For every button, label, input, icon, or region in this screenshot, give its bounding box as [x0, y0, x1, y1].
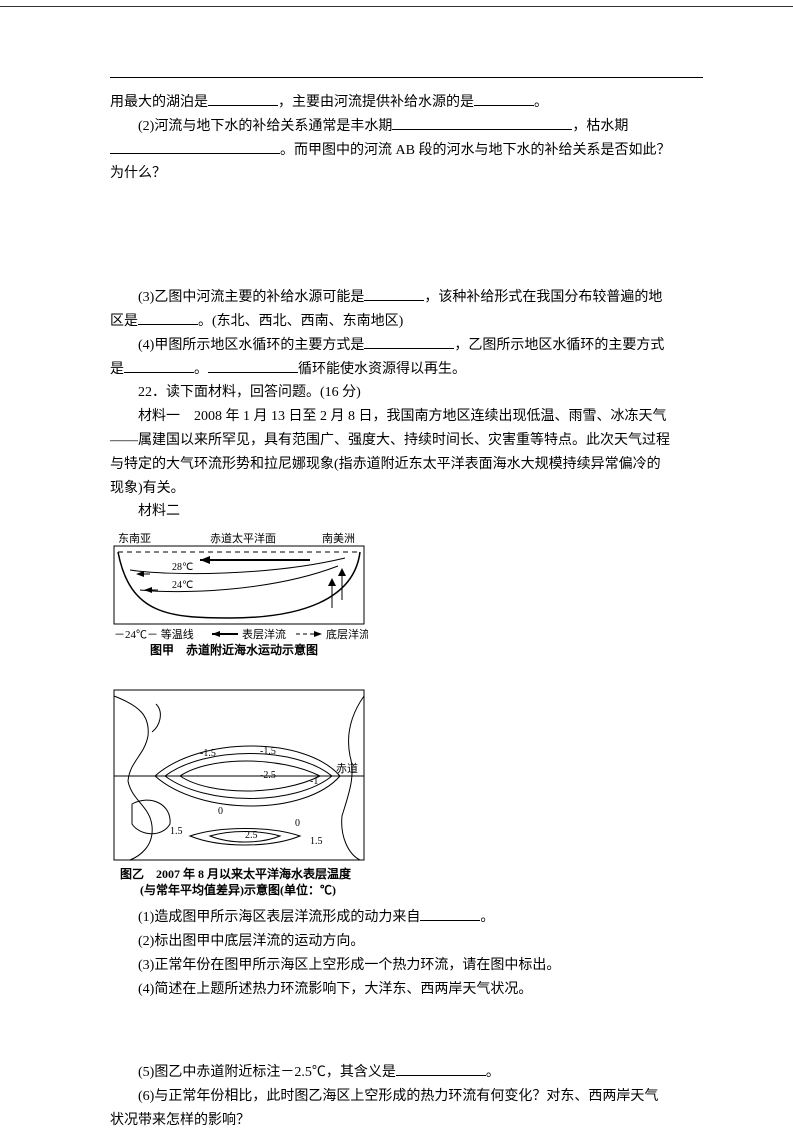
svg-text:(与常年平均值差异)示意图(单位：℃): (与常年平均值差异)示意图(单位：℃) [140, 882, 336, 897]
text: (6)与正常年份相比，此时图乙海区上空形成的热力环流有何变化？对东、西两岸天气 [138, 1089, 658, 1104]
text: (2)河流与地下水的补给关系通常是丰水期 [138, 119, 392, 134]
svg-text:赤道: 赤道 [336, 761, 358, 775]
text: 状况带来怎样的影响？ [110, 1113, 250, 1128]
text: (3)乙图中河流主要的补给水源可能是 [138, 290, 364, 305]
blank[interactable] [396, 1061, 486, 1076]
blank[interactable] [474, 91, 534, 106]
svg-text:东南亚: 东南亚 [118, 532, 151, 545]
text: 。 [486, 1065, 500, 1080]
text: ，主要由河流提供补给水源的是 [278, 95, 474, 110]
svg-text:图乙 2007 年 8 月以来太平洋海水表层温度: 图乙 2007 年 8 月以来太平洋海水表层温度 [120, 866, 352, 881]
text: (4)甲图所示地区水循环的主要方式是 [138, 338, 364, 353]
m1-2: ——属建国以来所罕见，具有范围广、强度大、持续时间长、灾害重等特点。此次天气过程 [110, 429, 703, 453]
svg-text:24℃: 24℃ [172, 580, 193, 591]
text: ，乙图所示地区水循环的主要方式 [454, 338, 664, 353]
q22-head: 22．读下面材料，回答问题。(16 分) [110, 381, 703, 405]
m1-4: 现象)有关。 [110, 477, 703, 501]
text: 为什么？ [110, 166, 166, 181]
svg-text:1.5: 1.5 [170, 826, 183, 837]
text: 。 [534, 95, 548, 110]
figure-a: 东南亚 赤道太平洋面 南美洲 28℃ 24℃ －24℃－ 等温线 表层洋流 底层洋流图甲 赤道… [110, 530, 703, 680]
text: 材料一 2008 年 1 月 13 日至 2 月 8 日，我国南方地区连续出现低… [138, 409, 667, 424]
svg-text:-2.5: -2.5 [260, 770, 276, 781]
line-8: 是 。 循环能使水资源得以再生。 [110, 358, 703, 382]
svg-text:-1.5: -1.5 [260, 746, 276, 757]
figure-b: 赤道 -1.5 -1.5 -2.5 -1 0 1.5 2.5 0 1.5 图乙 2007 年 8 月… [110, 686, 703, 906]
text: (3)正常年份在图甲所示海区上空形成一个热力环流，请在图中标出。 [138, 958, 560, 973]
sub5: (5)图乙中赤道附近标注－2.5℃，其含义是 。 [110, 1061, 703, 1085]
page: 用最大的湖泊是，主要由河流提供补给水源的是。 (2)河流与地下水的补给关系通常是… [0, 6, 793, 1128]
blank[interactable] [420, 906, 480, 921]
svg-text:南美洲: 南美洲 [322, 532, 355, 545]
svg-text:赤道太平洋面: 赤道太平洋面 [210, 531, 276, 545]
text: ，该种补给形式在我国分布较普遍的地 [424, 290, 662, 305]
svg-text:－24℃－ 等温线: －24℃－ 等温线 [114, 627, 194, 641]
text: (2)标出图甲中底层洋流的运动方向。 [138, 934, 364, 949]
blank[interactable] [392, 115, 572, 130]
text: 区是 [110, 314, 138, 329]
svg-text:2.5: 2.5 [245, 830, 258, 841]
header-rule [110, 77, 703, 78]
line-1: 用最大的湖泊是 ，主要由河流提供补给水源的是 。 [110, 91, 703, 115]
m1-1: 材料一 2008 年 1 月 13 日至 2 月 8 日，我国南方地区连续出现低… [110, 405, 703, 429]
text: 。而甲图中的河流 AB 段的河水与地下水的补给关系是否如此？ [280, 143, 670, 158]
blank[interactable] [138, 310, 198, 325]
svg-text:1.5: 1.5 [310, 836, 323, 847]
figure-b-svg: 赤道 -1.5 -1.5 -2.5 -1 0 1.5 2.5 0 1.5 图乙 2007 年 8 月… [110, 686, 368, 906]
sub6-1: (6)与正常年份相比，此时图乙海区上空形成的热力环流有何变化？对东、西两岸天气 [110, 1085, 703, 1109]
line-3: 。而甲图中的河流 AB 段的河水与地下水的补给关系是否如此？ [110, 139, 703, 163]
svg-text:图甲 赤道附近海水运动示意图: 图甲 赤道附近海水运动示意图 [150, 642, 318, 657]
blank[interactable] [364, 286, 424, 301]
text: (1)造成图甲所示海区表层洋流形成的动力来自 [138, 910, 420, 925]
line-7: (4)甲图所示地区水循环的主要方式是 ，乙图所示地区水循环的主要方式 [110, 334, 703, 358]
line-2: (2)河流与地下水的补给关系通常是丰水期 ，枯水期 [110, 115, 703, 139]
sub4: (4)简述在上题所述热力环流影响下，大洋东、西两岸天气状况。 [110, 978, 703, 1002]
text: 材料二 [138, 504, 180, 519]
blank[interactable] [208, 91, 278, 106]
text: (5)图乙中赤道附近标注－2.5℃，其含义是 [138, 1065, 396, 1080]
svg-text:0: 0 [218, 806, 223, 817]
m2-label: 材料二 [110, 500, 703, 524]
figure-a-svg: 东南亚 赤道太平洋面 南美洲 28℃ 24℃ －24℃－ 等温线 表层洋流 底层洋流图甲 赤道… [110, 530, 368, 680]
sub2: (2)标出图甲中底层洋流的运动方向。 [110, 930, 703, 954]
line-4: 为什么？ [110, 162, 703, 186]
sub3: (3)正常年份在图甲所示海区上空形成一个热力环流，请在图中标出。 [110, 954, 703, 978]
text: 。 [480, 910, 494, 925]
text: 。(东北、西北、西南、东南地区) [198, 314, 403, 329]
text: 循环能使水资源得以再生。 [298, 362, 466, 377]
answer-space-2 [110, 1001, 703, 1061]
m1-3: 与特定的大气环流形势和拉尼娜现象(指赤道附近东太平洋表面海水大规模持续异常偏冷的 [110, 453, 703, 477]
blank[interactable] [364, 334, 454, 349]
text: 用最大的湖泊是 [110, 95, 208, 110]
text: ——属建国以来所罕见，具有范围广、强度大、持续时间长、灾害重等特点。此次天气过程 [110, 433, 670, 448]
sub1: (1)造成图甲所示海区表层洋流形成的动力来自 。 [110, 906, 703, 930]
text: 现象)有关。 [110, 481, 185, 496]
text: 。 [194, 362, 208, 377]
text: (4)简述在上题所述热力环流影响下，大洋东、西两岸天气状况。 [138, 982, 532, 997]
text: 是 [110, 362, 124, 377]
blank[interactable] [110, 139, 280, 154]
svg-text:底层洋流: 底层洋流 [326, 627, 368, 641]
text: ，枯水期 [572, 119, 628, 134]
svg-text:-1.5: -1.5 [200, 748, 216, 759]
svg-text:0: 0 [295, 818, 300, 829]
svg-text:28℃: 28℃ [172, 562, 193, 573]
svg-text:表层洋流: 表层洋流 [242, 627, 286, 641]
text: 与特定的大气环流形势和拉尼娜现象(指赤道附近东太平洋表面海水大规模持续异常偏冷的 [110, 457, 661, 472]
blank[interactable] [208, 358, 298, 373]
answer-space [110, 186, 703, 286]
content-body: 用最大的湖泊是，主要由河流提供补给水源的是。 (2)河流与地下水的补给关系通常是… [110, 91, 703, 1133]
sub6-2: 状况带来怎样的影响？ [110, 1109, 703, 1133]
svg-text:-1: -1 [310, 776, 318, 787]
line-6: 区是 。(东北、西北、西南、东南地区) [110, 310, 703, 334]
line-5: (3)乙图中河流主要的补给水源可能是 ，该种补给形式在我国分布较普遍的地 [110, 286, 703, 310]
blank[interactable] [124, 358, 194, 373]
text: 22．读下面材料，回答问题。(16 分) [138, 385, 361, 400]
